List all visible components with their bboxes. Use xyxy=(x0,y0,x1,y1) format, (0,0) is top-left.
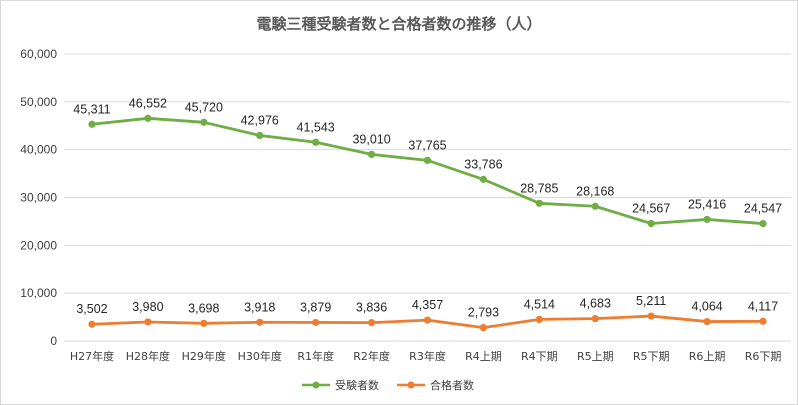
data-label-0-8: 28,785 xyxy=(520,181,558,195)
data-label-1-5: 3,836 xyxy=(356,301,387,315)
x-tick-label-2: H29年度 xyxy=(182,349,226,363)
legend-label-1: 合格者数 xyxy=(430,378,474,392)
x-tick-label-6: R3年度 xyxy=(409,349,446,363)
x-tick-label-0: H27年度 xyxy=(70,349,114,363)
data-label-1-12: 4,117 xyxy=(748,299,778,313)
y-tick-label-0: 0 xyxy=(50,334,57,348)
data-label-1-1: 3,980 xyxy=(132,300,163,314)
point-0-1[interactable] xyxy=(144,114,152,122)
point-0-9[interactable] xyxy=(591,202,599,210)
x-tick-label-1: H28年度 xyxy=(126,349,170,363)
point-1-6[interactable] xyxy=(423,316,432,324)
x-tick-label-4: R1年度 xyxy=(297,349,334,363)
data-label-1-8: 4,514 xyxy=(524,297,555,311)
point-0-0[interactable] xyxy=(88,120,96,128)
point-1-3[interactable] xyxy=(256,318,264,326)
point-0-12[interactable] xyxy=(759,219,767,228)
chart-title: 電験三種受験者数と合格者数の推移（人） xyxy=(256,15,541,33)
point-1-4[interactable] xyxy=(312,318,320,327)
point-0-5[interactable] xyxy=(367,150,376,159)
point-1-2[interactable] xyxy=(200,319,208,327)
point-1-11[interactable] xyxy=(703,317,711,326)
point-1-5[interactable] xyxy=(367,319,376,327)
x-tick-label-5: R2年度 xyxy=(353,349,390,363)
data-label-0-6: 37,765 xyxy=(408,138,446,152)
y-axis-ticks: 0 10,000 20,000 30,000 40,000 50,000 60,000 xyxy=(20,47,57,348)
data-label-0-1: 46,552 xyxy=(129,96,167,110)
data-label-0-10: 24,567 xyxy=(632,201,670,215)
point-1-0[interactable] xyxy=(88,320,96,328)
legend-label-0: 受験者数 xyxy=(335,378,379,392)
x-tick-label-3: H30年度 xyxy=(238,349,282,363)
legend-swatch-marker-0 xyxy=(312,381,320,389)
data-label-0-9: 28,168 xyxy=(576,184,614,198)
data-labels: 45,311 46,552 45,720 42,976 41,543 39,010 37,7… xyxy=(73,96,782,319)
point-0-4[interactable] xyxy=(312,138,320,146)
y-tick-label-2: 20,000 xyxy=(20,238,57,252)
data-label-0-0: 45,311 xyxy=(73,102,110,116)
x-tick-label-7: R4上期 xyxy=(465,350,502,363)
data-label-1-2: 3,698 xyxy=(188,301,219,315)
data-label-1-6: 4,357 xyxy=(412,298,443,312)
point-1-9[interactable] xyxy=(591,314,599,323)
y-tick-label-4: 40,000 xyxy=(20,143,57,157)
point-1-12[interactable] xyxy=(759,317,767,325)
data-label-1-7: 2,793 xyxy=(468,306,499,320)
x-tick-label-11: R6上期 xyxy=(689,350,726,363)
series-lines xyxy=(88,114,767,332)
point-0-8[interactable] xyxy=(535,199,543,207)
point-0-6[interactable] xyxy=(423,156,432,164)
point-0-3[interactable] xyxy=(256,131,264,140)
y-tick-label-6: 60,000 xyxy=(20,47,57,61)
data-label-1-0: 3,502 xyxy=(76,302,107,316)
y-tick-label-3: 30,000 xyxy=(20,191,57,205)
gridlines xyxy=(64,53,791,342)
data-label-0-3: 42,976 xyxy=(241,113,279,127)
point-0-10[interactable] xyxy=(647,219,655,228)
data-label-0-5: 39,010 xyxy=(352,132,390,146)
point-0-2[interactable] xyxy=(200,118,208,126)
data-label-1-10: 5,211 xyxy=(636,294,666,308)
data-label-1-11: 4,064 xyxy=(691,300,722,314)
x-tick-label-10: R5下期 xyxy=(633,350,670,363)
x-tick-label-9: R5上期 xyxy=(577,350,614,363)
legend-item-series-1[interactable]: 合格者数 xyxy=(397,378,474,392)
point-1-10[interactable] xyxy=(647,312,655,320)
x-axis-ticks: H27年度 H28年度 H29年度 H30年度 R1年度 R2年度 R3年度 R4上期 R4下期… xyxy=(70,349,782,363)
point-1-1[interactable] xyxy=(144,318,152,326)
data-label-1-3: 3,918 xyxy=(244,300,275,314)
point-0-11[interactable] xyxy=(703,215,711,224)
x-tick-label-8: R4下期 xyxy=(521,350,558,363)
y-tick-label-1: 10,000 xyxy=(20,286,57,300)
point-0-7[interactable] xyxy=(479,175,488,183)
data-label-0-4: 41,543 xyxy=(297,120,335,134)
data-label-1-4: 3,879 xyxy=(300,300,331,314)
point-1-8[interactable] xyxy=(535,315,543,324)
legend: 受験者数 合格者数 xyxy=(302,378,474,392)
data-label-0-2: 45,720 xyxy=(185,100,223,114)
data-label-0-7: 33,786 xyxy=(464,157,502,171)
y-tick-label-5: 50,000 xyxy=(20,95,57,109)
data-label-0-12: 24,547 xyxy=(744,202,782,216)
data-label-1-9: 4,683 xyxy=(580,297,611,311)
point-1-7[interactable] xyxy=(479,324,488,332)
data-label-0-11: 25,416 xyxy=(688,197,726,211)
legend-item-series-0[interactable]: 受験者数 xyxy=(302,378,379,392)
legend-swatch-marker-1 xyxy=(407,381,415,389)
x-tick-label-12: R6下期 xyxy=(745,350,782,363)
